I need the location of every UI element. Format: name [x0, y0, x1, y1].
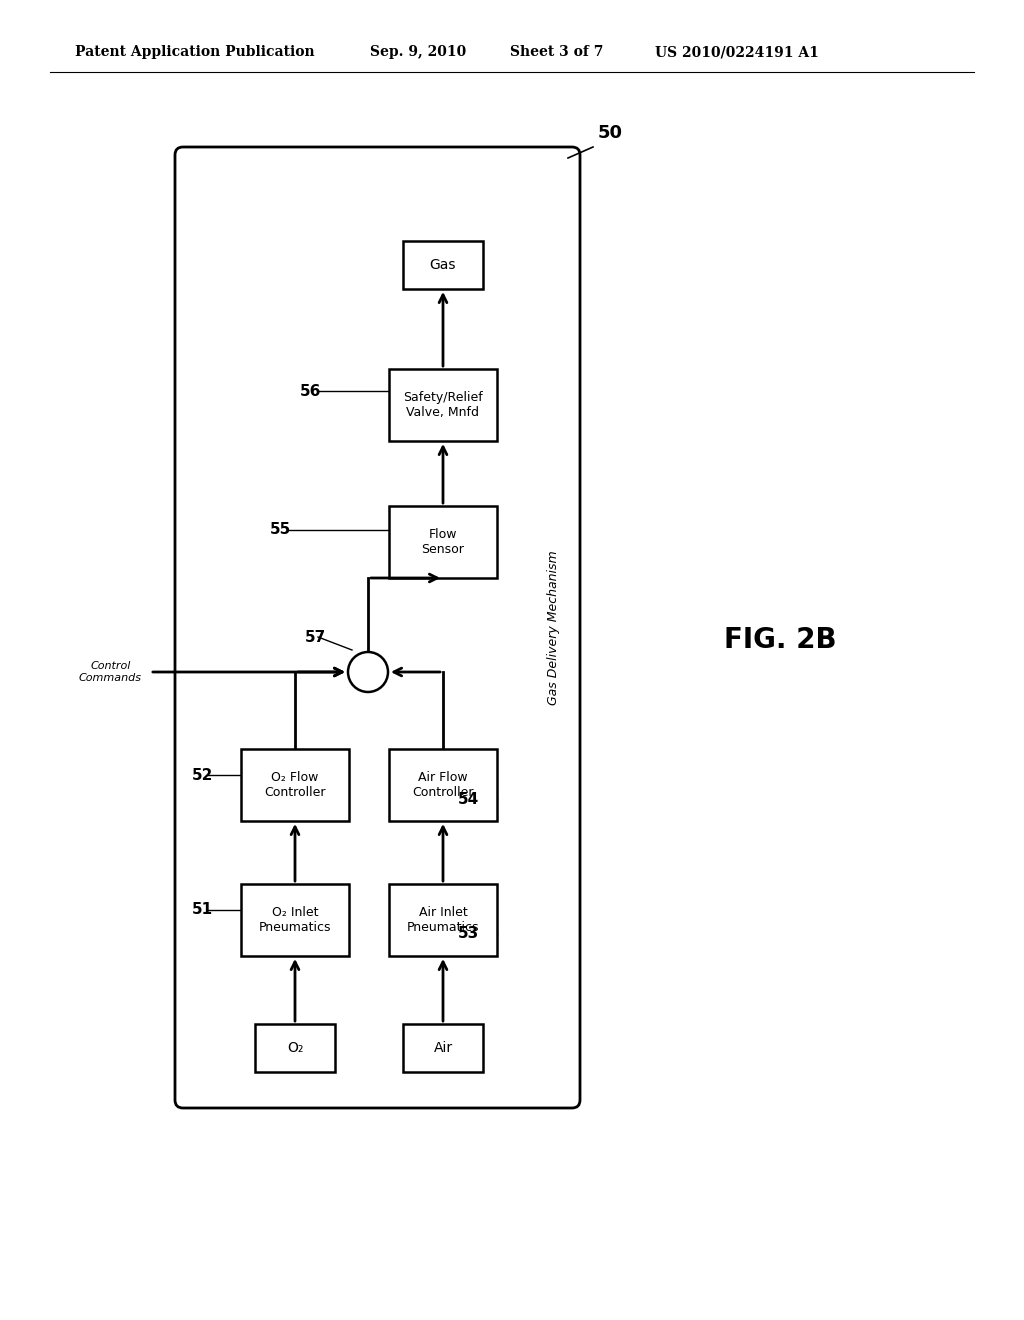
FancyBboxPatch shape — [389, 748, 497, 821]
FancyBboxPatch shape — [389, 370, 497, 441]
FancyBboxPatch shape — [241, 884, 349, 956]
Text: Air Flow
Controller: Air Flow Controller — [413, 771, 474, 799]
Text: O₂ Flow
Controller: O₂ Flow Controller — [264, 771, 326, 799]
Text: Control
Commands: Control Commands — [79, 661, 142, 682]
Text: 55: 55 — [270, 523, 291, 537]
Text: 53: 53 — [458, 927, 479, 941]
Text: Gas Delivery Mechanism: Gas Delivery Mechanism — [548, 550, 560, 705]
Text: Gas: Gas — [430, 257, 457, 272]
Text: FIG. 2B: FIG. 2B — [724, 626, 837, 653]
FancyBboxPatch shape — [389, 506, 497, 578]
FancyBboxPatch shape — [389, 884, 497, 956]
Text: Safety/Relief
Valve, Mnfd: Safety/Relief Valve, Mnfd — [403, 391, 483, 418]
Text: Air: Air — [433, 1041, 453, 1055]
Text: 51: 51 — [193, 903, 213, 917]
Text: Air Inlet
Pneumatics: Air Inlet Pneumatics — [407, 906, 479, 935]
Text: US 2010/0224191 A1: US 2010/0224191 A1 — [655, 45, 819, 59]
Circle shape — [348, 652, 388, 692]
Text: 50: 50 — [598, 124, 623, 143]
Text: Patent Application Publication: Patent Application Publication — [75, 45, 314, 59]
Text: O₂ Inlet
Pneumatics: O₂ Inlet Pneumatics — [259, 906, 331, 935]
Text: Sheet 3 of 7: Sheet 3 of 7 — [510, 45, 603, 59]
FancyBboxPatch shape — [241, 748, 349, 821]
Text: 52: 52 — [193, 767, 213, 783]
FancyBboxPatch shape — [255, 1024, 335, 1072]
Text: 57: 57 — [305, 630, 327, 644]
Text: 56: 56 — [300, 384, 322, 399]
Text: Sep. 9, 2010: Sep. 9, 2010 — [370, 45, 466, 59]
FancyBboxPatch shape — [403, 242, 483, 289]
Text: Flow
Sensor: Flow Sensor — [422, 528, 465, 556]
FancyBboxPatch shape — [403, 1024, 483, 1072]
Text: 54: 54 — [458, 792, 479, 807]
FancyBboxPatch shape — [175, 147, 580, 1107]
Text: O₂: O₂ — [287, 1041, 303, 1055]
